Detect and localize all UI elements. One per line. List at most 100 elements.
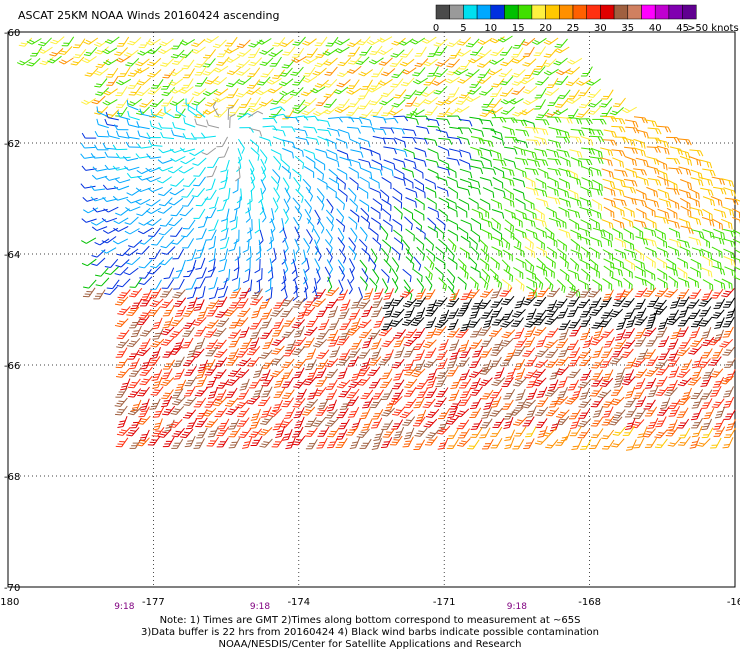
wind-barb [525,424,536,439]
wind-barb [179,163,194,174]
wind-barb [73,36,85,50]
wind-barb [301,199,314,213]
wind-barb [544,65,559,77]
wind-barb [348,118,362,124]
wind-barb [601,179,616,188]
wind-barb [354,287,363,302]
wind-barb [592,228,607,237]
wind-barb [246,169,256,184]
wind-barb-map[interactable]: -180-177-174-171-168-16-60-62-64-66-68-7… [0,0,740,610]
wind-barb [381,366,392,381]
wind-barb [566,63,580,76]
wind-barb [115,84,127,98]
wind-barb [682,386,692,401]
wind-barb [403,434,414,449]
wind-barb [512,246,527,257]
wind-barb [712,209,727,218]
wind-barb [169,75,183,87]
wind-barb [522,247,537,258]
wind-barb [381,65,395,78]
wind-barb [590,280,604,292]
wind-barb [185,434,195,449]
wind-barb [491,436,502,451]
wind-barb [377,32,392,43]
wind-barb [435,278,448,291]
wind-barb [234,139,246,153]
wind-barb [316,436,327,451]
wind-barb [249,376,261,391]
wind-barb [561,428,571,443]
wind-barb [205,120,220,128]
wind-barb [289,169,303,182]
wind-barb [723,384,733,399]
wind-barb [217,376,229,390]
wind-barb [249,336,259,351]
wind-barb [261,65,274,79]
wind-barb [415,44,427,59]
wind-barb [81,94,95,106]
wind-barb [173,354,184,369]
wind-barb [307,386,317,401]
wind-barb [227,96,239,110]
wind-barb [383,147,398,154]
wind-barb [117,34,129,48]
wind-barb [201,131,215,137]
wind-barb [470,43,483,57]
wind-barb [456,137,471,145]
wind-barb [456,187,471,195]
wind-barb [335,249,347,263]
wind-barb [285,436,295,451]
wind-barb [302,404,315,418]
wind-barb [169,194,183,206]
wind-barb [251,305,260,320]
wind-barb [477,56,491,69]
contaminated-barb [599,315,611,329]
contaminated-barb [557,306,568,321]
wind-barb [402,137,416,143]
wind-barb [404,334,417,348]
contaminated-barb [434,294,447,308]
wind-barb [248,128,263,136]
wind-barb [380,166,395,176]
wind-barb [334,177,348,189]
wind-barb [504,415,513,430]
wind-barb [656,189,671,199]
wind-barb [240,95,251,110]
wind-barb [623,423,635,438]
wind-barb-plot[interactable]: -180-177-174-171-168-16-60-62-64-66-68-7… [0,0,740,610]
wind-barb [646,147,660,153]
wind-barb [700,280,715,291]
wind-barb [503,387,514,402]
wind-barb [457,354,469,368]
wind-barb [338,366,348,381]
wind-barb [522,199,537,210]
wind-barb [347,127,361,133]
wind-barb [38,34,51,48]
wind-barb [182,94,194,108]
wind-barb [302,150,317,160]
wind-barb [427,126,441,132]
wind-barb [316,347,329,361]
wind-barb [567,54,582,66]
wind-barb [173,277,184,292]
wind-barb [515,396,526,411]
wind-barb [568,150,583,158]
wind-barb [160,214,173,228]
wind-barb [479,374,492,388]
wind-barb [147,55,161,68]
wind-barb [149,247,160,262]
wind-barb [567,258,581,271]
wind-barb [324,96,337,110]
wind-barb [115,175,130,184]
wind-barb [333,209,346,223]
wind-barb [491,374,504,388]
wind-barb [158,155,173,164]
wind-barb [135,55,149,68]
wind-barb [323,45,337,57]
wind-barb [710,247,725,258]
wind-barb [220,236,229,251]
wind-barb [635,334,646,349]
wind-barb [271,353,284,367]
pass-time-label: 9:18 [114,602,134,610]
wind-barb [399,269,413,282]
